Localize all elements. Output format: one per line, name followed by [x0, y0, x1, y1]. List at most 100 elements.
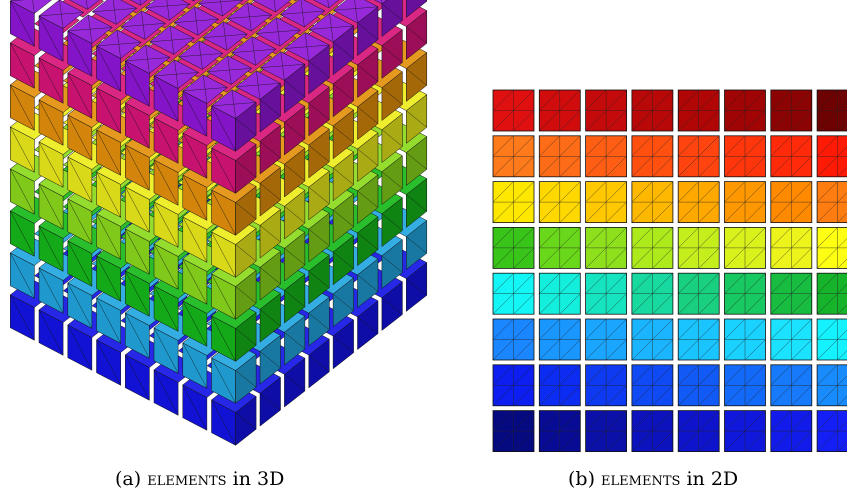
grid-element	[816, 364, 847, 407]
cube-element	[313, 0, 340, 9]
cube-element	[206, 55, 253, 85]
caption-b: (b) elements in 2D	[568, 468, 738, 490]
grid-element	[816, 410, 847, 453]
cube-element	[173, 6, 220, 36]
cube-element	[406, 0, 428, 18]
grid-element	[724, 226, 766, 269]
grid-element	[631, 89, 674, 132]
cube-element	[9, 0, 52, 47]
cube-element	[91, 0, 138, 25]
grid-element	[770, 318, 813, 361]
cube-element	[124, 44, 171, 107]
grid-element	[631, 410, 674, 453]
cube-stack-3d	[9, 0, 428, 446]
cube-element	[96, 29, 142, 92]
cube-element	[120, 10, 166, 40]
grid-element	[492, 272, 535, 315]
grid-element	[724, 272, 766, 315]
element-grid-2d	[492, 89, 847, 453]
cube-element	[231, 36, 277, 66]
grid-element	[770, 272, 813, 315]
grid-element	[492, 181, 535, 224]
grid-element	[538, 364, 581, 407]
cube-element	[279, 0, 326, 28]
grid-element	[677, 181, 720, 224]
grid-element	[538, 410, 581, 453]
grid-element	[724, 181, 766, 224]
grid-element	[816, 89, 847, 132]
grid-element	[677, 410, 720, 453]
grid-element	[585, 364, 627, 407]
grid-element	[724, 318, 766, 361]
cube-element	[235, 70, 281, 133]
cube-element	[182, 74, 228, 137]
grid-element	[492, 135, 535, 178]
grid-element	[816, 318, 847, 361]
grid-element	[724, 410, 766, 453]
grid-element	[770, 364, 813, 407]
grid-element	[770, 89, 813, 132]
cube-element	[67, 14, 113, 77]
grid-element	[631, 181, 674, 224]
grid-element	[631, 272, 674, 315]
grid-element	[538, 318, 581, 361]
grid-element	[585, 89, 627, 132]
grid-element	[770, 226, 813, 269]
grid-element	[492, 410, 535, 453]
cube-element	[211, 257, 257, 320]
cube-element	[374, 0, 403, 38]
cube-element	[129, 0, 148, 6]
grid-element	[724, 364, 766, 407]
cube-element	[259, 51, 306, 114]
cube-element	[149, 25, 195, 55]
grid-element	[538, 181, 581, 224]
grid-element	[492, 226, 535, 269]
grid-element	[492, 89, 535, 132]
grid-element	[770, 410, 813, 453]
cube-element	[191, 0, 196, 2]
grid-element	[538, 89, 581, 132]
cube-element	[68, 0, 100, 10]
grid-element	[677, 364, 720, 407]
grid-element	[677, 89, 720, 132]
grid-element	[816, 135, 847, 178]
grid-element	[724, 135, 766, 178]
cube-element	[153, 59, 200, 122]
caption-b-suffix: in 2D	[686, 468, 739, 490]
cube-element	[308, 13, 355, 76]
grid-element	[677, 226, 720, 269]
caption-b-word: elements	[601, 468, 681, 490]
cube-layer	[9, 0, 428, 152]
cube-element	[284, 32, 330, 95]
cube-element	[226, 2, 273, 32]
caption-a: (a) elements in 3D	[115, 468, 284, 490]
grid-element	[724, 89, 766, 132]
grid-element	[492, 364, 535, 407]
grid-element	[538, 135, 581, 178]
grid-element	[677, 318, 720, 361]
cube-element	[197, 0, 244, 17]
grid-element	[677, 272, 720, 315]
grid-element	[585, 410, 627, 453]
grid-element	[585, 318, 627, 361]
grid-element	[631, 226, 674, 269]
caption-b-label: (b)	[568, 468, 595, 490]
grid-element	[816, 226, 847, 269]
caption-a-word: elements	[147, 468, 227, 490]
grid-element	[631, 364, 674, 407]
grid-element	[677, 135, 720, 178]
grid-element	[816, 181, 847, 224]
cube-element	[255, 17, 301, 47]
grid-element	[585, 135, 627, 178]
grid-element	[585, 181, 627, 224]
grid-element	[538, 226, 581, 269]
cube-element	[332, 0, 379, 57]
cube-element	[211, 89, 257, 152]
grid-element	[770, 135, 813, 178]
grid-element	[492, 318, 535, 361]
grid-element	[816, 272, 847, 315]
cube-element	[202, 21, 248, 51]
caption-a-suffix: in 3D	[232, 468, 285, 490]
grid-element	[585, 272, 627, 315]
grid-element	[538, 272, 581, 315]
